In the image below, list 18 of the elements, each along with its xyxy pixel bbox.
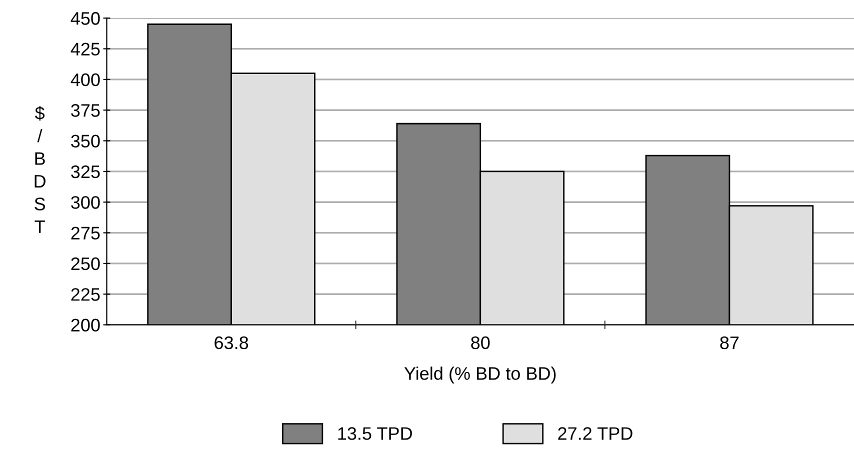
y-tick-label: 200 bbox=[71, 318, 100, 332]
x-tick-label: 80 bbox=[471, 336, 490, 350]
y-tick-label: 225 bbox=[71, 288, 100, 301]
y-tick-label: 300 bbox=[71, 196, 100, 209]
y-tick-label: 325 bbox=[71, 165, 100, 178]
y-tick-label: 425 bbox=[70, 42, 100, 56]
y-axis-title: $/BDST bbox=[34, 106, 46, 233]
x-tick-label: 87 bbox=[720, 336, 739, 350]
y-tick-label: 350 bbox=[71, 134, 100, 148]
x-tick-label: 63.8 bbox=[214, 336, 248, 350]
legend-label: 13.5 TPD bbox=[338, 427, 412, 440]
y-tick-label: 450 bbox=[70, 12, 100, 25]
x-axis-title: Yield (% BD to BD) bbox=[404, 366, 556, 384]
y-tick-label: 250 bbox=[71, 257, 100, 270]
y-tick-label: 275 bbox=[71, 226, 100, 240]
y-tick-label: 400 bbox=[70, 73, 100, 86]
legend-label: 27.2 TPD bbox=[558, 427, 632, 440]
y-tick-label: 375 bbox=[71, 104, 100, 117]
